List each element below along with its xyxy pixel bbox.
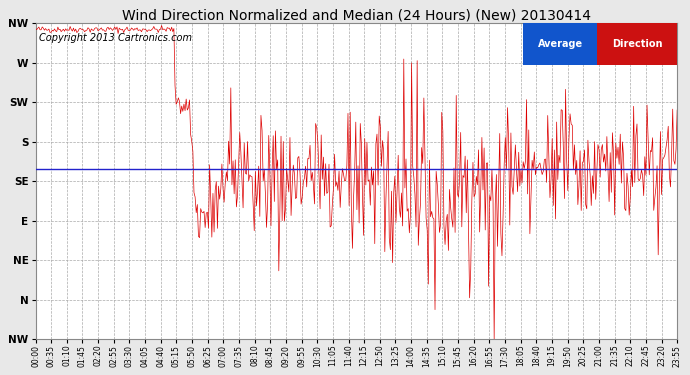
Text: Direction: Direction	[612, 39, 662, 49]
FancyBboxPatch shape	[597, 24, 677, 64]
FancyBboxPatch shape	[523, 24, 597, 64]
Text: Copyright 2013 Cartronics.com: Copyright 2013 Cartronics.com	[39, 33, 192, 43]
Text: Average: Average	[538, 39, 582, 49]
Title: Wind Direction Normalized and Median (24 Hours) (New) 20130414: Wind Direction Normalized and Median (24…	[122, 8, 591, 22]
